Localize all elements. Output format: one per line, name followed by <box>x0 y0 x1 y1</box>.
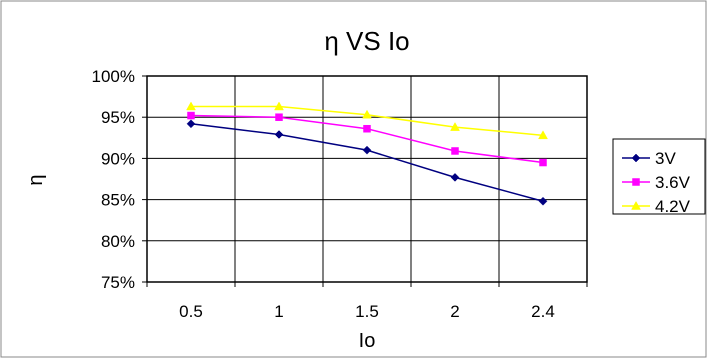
legend-entry: 4.2V <box>622 197 691 216</box>
data-point <box>362 109 372 119</box>
series-4-2V <box>186 101 548 140</box>
series-3-6V <box>187 111 547 167</box>
data-point <box>450 122 460 131</box>
data-point <box>539 158 547 167</box>
data-point <box>362 145 372 155</box>
y-tick-label: 85% <box>101 191 135 210</box>
legend-marker <box>631 200 641 210</box>
data-point <box>538 130 548 140</box>
x-tick-label: 1.5 <box>355 302 379 321</box>
legend-entry: 3V <box>622 149 676 168</box>
y-tick-label: 95% <box>101 108 135 127</box>
y-tick-label: 90% <box>101 149 135 168</box>
data-point <box>187 111 195 120</box>
legend-label: 3.6V <box>655 173 691 192</box>
y-axis-ticks: 75% 80% 85% 90% 95% 100% <box>92 67 147 292</box>
data-point <box>363 124 371 133</box>
legend-label: 4.2V <box>655 197 691 216</box>
x-tick-label: 2 <box>450 302 459 321</box>
x-tick-label: 0.5 <box>179 302 203 321</box>
chart-title: η VS Io <box>324 26 409 56</box>
data-point <box>186 119 196 129</box>
legend-label: 3V <box>655 149 676 168</box>
data-point <box>274 130 284 139</box>
x-axis-ticks: 0.5 1 1.5 2 2.4 <box>146 282 588 321</box>
y-tick-label: 100% <box>92 67 135 86</box>
legend-entry: 3.6V <box>622 173 691 192</box>
legend: 3V 3.6V 4.2V <box>622 149 691 216</box>
x-tick-label: 2.4 <box>531 302 555 321</box>
x-tick-label: 1 <box>274 302 283 321</box>
legend-marker <box>632 178 640 186</box>
data-point <box>450 172 460 182</box>
series-3V <box>186 119 548 206</box>
data-point <box>186 101 196 111</box>
legend-marker <box>631 153 641 163</box>
data-point <box>451 147 459 155</box>
y-tick-label: 75% <box>101 273 135 292</box>
data-point <box>538 196 548 206</box>
series-lines <box>186 101 548 206</box>
data-point <box>274 101 284 111</box>
legend-box <box>612 138 706 215</box>
data-point <box>275 113 283 121</box>
y-axis-title: η <box>25 174 47 185</box>
x-axis-title: Io <box>359 330 376 352</box>
y-tick-label: 80% <box>101 232 135 251</box>
